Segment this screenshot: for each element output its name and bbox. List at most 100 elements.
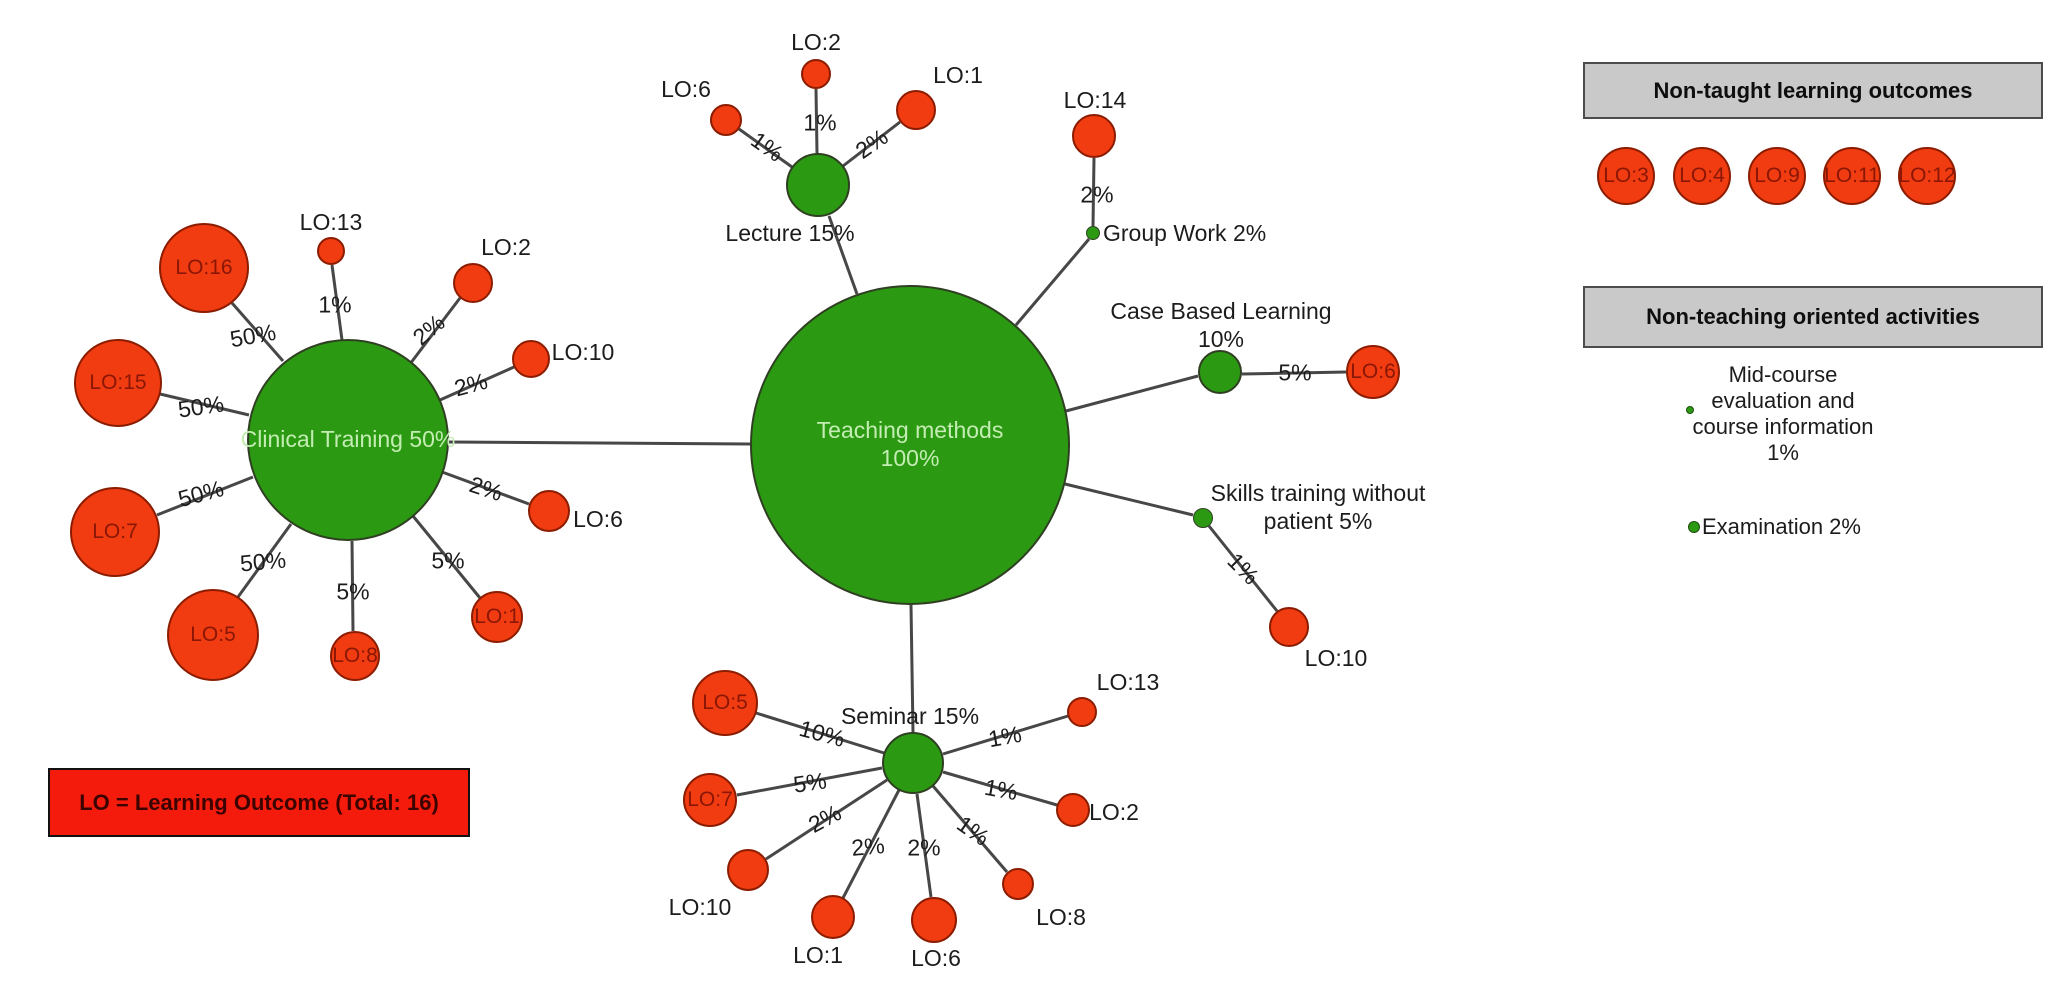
node-label-seminar-lo7: LO:7: [687, 788, 733, 812]
activity-dot-examination: [1688, 521, 1700, 533]
edge-weight-label-seminar--seminar-lo7: 5%: [791, 767, 829, 798]
activity-label-examination: Examination 2%: [1702, 514, 1861, 539]
non-taught-outcomes-panel-title: Non-taught learning outcomes: [1583, 62, 2043, 119]
node-lecture: [786, 153, 850, 217]
node-nontaught-lo9: LO:9: [1748, 147, 1806, 205]
edge-group-work--groupwork-lo14: [1091, 157, 1096, 227]
node-casebased-lo6: LO:6: [1346, 345, 1400, 399]
edge-weight-label-clinical-training--clinical-lo8: 5%: [336, 578, 370, 605]
node-clinical-lo15: LO:15: [74, 339, 162, 427]
node-label-seminar-lo8: LO:8: [1036, 903, 1086, 930]
edge-seminar--seminar-lo2: [942, 770, 1058, 807]
node-group-work: [1086, 226, 1100, 240]
edge-lecture--lecture-lo2: [814, 88, 819, 154]
activity-dot-mid-course-evaluation: [1686, 406, 1694, 414]
node-label-groupwork-lo14: LO:14: [1063, 86, 1127, 113]
edge-weight-label-seminar--seminar-lo13: 1%: [986, 720, 1024, 753]
edge-group-work--teaching-methods: [1014, 238, 1091, 326]
node-label-clinical-lo1: LO:1: [474, 605, 520, 629]
node-lecture-lo1: [896, 90, 936, 130]
edge-seminar--teaching-methods: [909, 604, 915, 733]
node-label-nontaught-lo4: LO:4: [1679, 164, 1725, 188]
node-label-skills-training-without-patient: Skills training without patient 5%: [1210, 479, 1426, 534]
node-label-seminar-lo5: LO:5: [702, 691, 748, 715]
lo-legend-box: LO = Learning Outcome (Total: 16): [48, 768, 470, 837]
node-clinical-lo2: [453, 263, 493, 303]
panel-title-text: Non-taught learning outcomes: [1653, 77, 1973, 103]
node-label-lecture: Lecture 15%: [725, 219, 855, 246]
edge-lecture--lecture-lo1: [842, 120, 901, 168]
node-seminar-lo2: [1056, 793, 1090, 827]
activity-label-mid-course-evaluation: Mid-course evaluation and course informa…: [1692, 362, 1874, 465]
node-label-clinical-training: Clinical Training 50%: [240, 426, 456, 453]
node-label-nontaught-lo11: LO:11: [1824, 164, 1880, 188]
node-teaching-methods: Teaching methods 100%: [750, 285, 1070, 605]
node-nontaught-lo4: LO:4: [1673, 147, 1731, 205]
edge-weight-label-lecture--lecture-lo2: 1%: [803, 109, 837, 136]
edge-seminar--seminar-lo8: [931, 785, 1009, 873]
edge-weight-label-case-based-learning--casebased-lo6: 5%: [1278, 359, 1312, 386]
panel-title-text: Non-teaching oriented activities: [1646, 304, 1980, 329]
edge-clinical-training--clinical-lo2: [408, 297, 462, 365]
edge-clinical-training--clinical-lo5: [236, 523, 293, 598]
node-label-clinical-lo7: LO:7: [92, 520, 138, 544]
edge-skills-training-without-patient--teaching-methods: [1064, 482, 1194, 517]
edge-seminar--seminar-lo6: [915, 793, 933, 898]
edge-clinical-training--teaching-methods: [448, 440, 751, 446]
node-seminar-lo10: [727, 849, 769, 891]
node-label-seminar-lo2: LO:2: [1089, 798, 1139, 825]
edge-clinical-training--clinical-lo13: [330, 264, 344, 341]
edge-seminar--seminar-lo10: [765, 778, 888, 861]
node-label-case-based-learning: Case Based Learning 10%: [1110, 297, 1332, 352]
edge-clinical-training--clinical-lo1: [411, 515, 482, 599]
node-seminar: [882, 732, 944, 794]
node-clinical-lo13: [317, 237, 345, 265]
node-nontaught-lo11: LO:11: [1823, 147, 1881, 205]
node-label-skills-lo10: LO:10: [1304, 644, 1368, 671]
edge-clinical-training--clinical-lo8: [350, 540, 355, 632]
edge-weight-label-seminar--seminar-lo2: 1%: [982, 773, 1020, 806]
node-clinical-lo8: LO:8: [330, 631, 380, 681]
node-label-seminar-lo10: LO:10: [668, 893, 732, 920]
edge-clinical-training--clinical-lo16: [230, 302, 285, 362]
edge-seminar--seminar-lo13: [942, 714, 1069, 756]
node-clinical-lo7: LO:7: [70, 487, 160, 577]
node-seminar-lo6: [911, 897, 957, 943]
edge-skills-training-without-patient--skills-lo10: [1207, 525, 1279, 612]
node-label-clinical-lo13: LO:13: [299, 208, 363, 235]
node-label-clinical-lo8: LO:8: [332, 644, 378, 668]
edge-case-based-learning--casebased-lo6: [1241, 370, 1347, 376]
node-seminar-lo1: [811, 895, 855, 939]
node-label-nontaught-lo12: LO:12: [1898, 164, 1956, 188]
node-skills-training-without-patient: [1193, 508, 1213, 528]
node-clinical-lo10: [512, 340, 550, 378]
node-label-lecture-lo6: LO:6: [661, 75, 711, 102]
node-seminar-lo7: LO:7: [683, 773, 737, 827]
edge-weight-label-seminar--seminar-lo6: 2%: [907, 834, 941, 861]
edge-clinical-training--clinical-lo15: [159, 392, 250, 417]
edge-seminar--seminar-lo5: [755, 711, 885, 755]
node-label-clinical-lo5: LO:5: [190, 623, 236, 647]
node-label-nontaught-lo9: LO:9: [1754, 164, 1800, 188]
node-seminar-lo5: LO:5: [692, 670, 758, 736]
node-label-teaching-methods: Teaching methods 100%: [816, 417, 1004, 471]
node-label-clinical-lo6: LO:6: [573, 505, 623, 532]
node-case-based-learning: [1198, 350, 1242, 394]
edge-case-based-learning--teaching-methods: [1065, 374, 1199, 413]
edge-weight-label-clinical-training--clinical-lo13: 1%: [318, 291, 352, 318]
node-groupwork-lo14: [1072, 114, 1116, 158]
node-label-group-work: Group Work 2%: [1103, 219, 1267, 246]
edge-clinical-training--clinical-lo7: [156, 475, 254, 517]
edge-weight-label-group-work--groupwork-lo14: 2%: [1080, 181, 1114, 208]
node-label-seminar-lo6: LO:6: [911, 944, 961, 971]
node-clinical-lo5: LO:5: [167, 589, 259, 681]
node-label-seminar-lo1: LO:1: [793, 941, 843, 968]
node-seminar-lo13: [1067, 697, 1097, 727]
node-label-clinical-lo15: LO:15: [89, 371, 147, 395]
node-seminar-lo8: [1002, 868, 1034, 900]
edge-lecture--teaching-methods: [827, 215, 859, 295]
node-nontaught-lo3: LO:3: [1597, 147, 1655, 205]
lo-legend-text: LO = Learning Outcome (Total: 16): [79, 789, 439, 815]
edge-seminar--seminar-lo1: [841, 789, 901, 899]
